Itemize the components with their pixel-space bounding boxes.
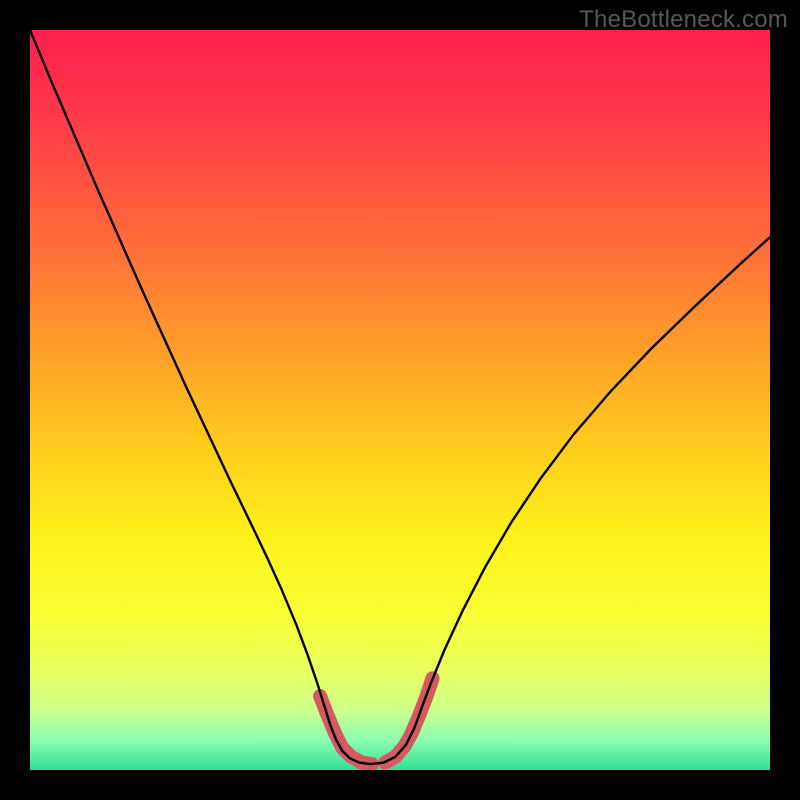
plot-background	[30, 30, 770, 770]
chart-canvas: TheBottleneck.com	[0, 0, 800, 800]
plot-svg	[30, 30, 770, 770]
plot-area	[30, 30, 770, 770]
